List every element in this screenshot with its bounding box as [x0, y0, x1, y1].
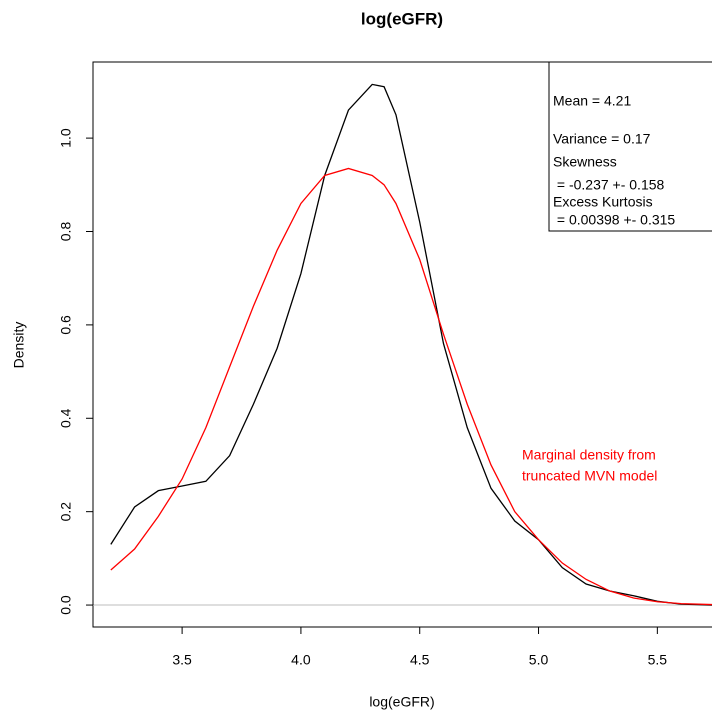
y-tick-label: 0.4 [58, 408, 74, 428]
y-tick-label: 1.0 [58, 128, 74, 148]
stats-text: Variance = 0.17 [553, 131, 651, 147]
x-tick-label: 3.5 [172, 652, 192, 668]
x-tick-label: 4.5 [410, 652, 430, 668]
x-tick-label: 5.5 [648, 652, 668, 668]
stats-text: Mean = 4.21 [553, 93, 631, 109]
stats-text: Excess Kurtosis [553, 194, 653, 210]
density-line [110, 167, 712, 606]
y-tick-label: 0.2 [58, 502, 74, 522]
stats-text: Skewness [553, 154, 617, 170]
note-text: Marginal density from [522, 447, 656, 463]
x-tick-label: 4.0 [291, 652, 311, 668]
stats-box [548, 61, 712, 232]
y-tick-label: 0.8 [58, 222, 74, 242]
x-axis-label: log(eGFR) [369, 694, 434, 710]
y-tick-label: 0.6 [58, 315, 74, 335]
stats-text: = -0.237 +- 0.158 [553, 177, 665, 193]
y-axis-label: Density [11, 322, 27, 369]
chart-title: log(eGFR) [361, 9, 443, 28]
density-line [110, 83, 712, 606]
x-tick-label: 5.0 [529, 652, 549, 668]
note-text: truncated MVN model [522, 468, 657, 484]
stats-text: = 0.00398 +- 0.315 [553, 212, 675, 228]
y-tick-label: 0.0 [58, 595, 74, 615]
